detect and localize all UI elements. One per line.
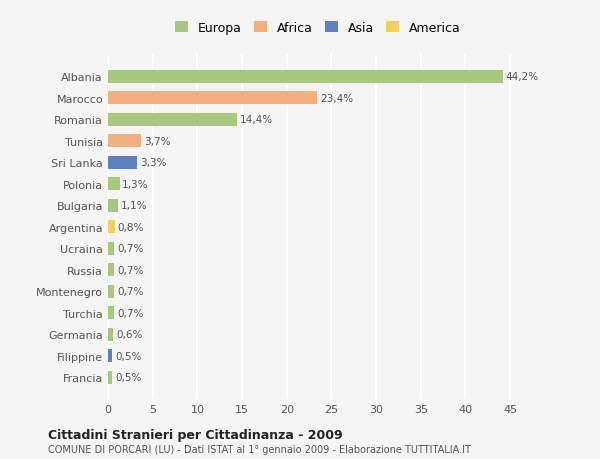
Text: 44,2%: 44,2%: [506, 72, 539, 82]
Text: 0,7%: 0,7%: [117, 286, 143, 297]
Text: COMUNE DI PORCARI (LU) - Dati ISTAT al 1° gennaio 2009 - Elaborazione TUTTITALIA: COMUNE DI PORCARI (LU) - Dati ISTAT al 1…: [48, 444, 471, 454]
Bar: [108, 92, 317, 105]
Text: 0,8%: 0,8%: [118, 222, 144, 232]
Bar: [108, 242, 114, 255]
Text: 1,1%: 1,1%: [121, 201, 147, 211]
Bar: [108, 71, 503, 84]
Text: 23,4%: 23,4%: [320, 94, 353, 104]
Legend: Europa, Africa, Asia, America: Europa, Africa, Asia, America: [170, 17, 466, 39]
Bar: [108, 285, 114, 298]
Text: 3,7%: 3,7%: [144, 136, 170, 146]
Bar: [108, 221, 115, 234]
Bar: [108, 328, 113, 341]
Bar: [108, 178, 119, 191]
Bar: [108, 135, 141, 148]
Bar: [108, 199, 118, 212]
Bar: [108, 349, 112, 362]
Text: 0,5%: 0,5%: [115, 372, 142, 382]
Text: 14,4%: 14,4%: [239, 115, 272, 125]
Bar: [108, 263, 114, 276]
Text: 3,3%: 3,3%: [140, 158, 167, 168]
Text: 0,5%: 0,5%: [115, 351, 142, 361]
Bar: [108, 113, 236, 127]
Text: 1,3%: 1,3%: [122, 179, 149, 189]
Bar: [108, 307, 114, 319]
Bar: [108, 157, 137, 169]
Text: 0,7%: 0,7%: [117, 265, 143, 275]
Text: Cittadini Stranieri per Cittadinanza - 2009: Cittadini Stranieri per Cittadinanza - 2…: [48, 428, 343, 441]
Bar: [108, 371, 112, 384]
Text: 0,6%: 0,6%: [116, 330, 142, 339]
Text: 0,7%: 0,7%: [117, 308, 143, 318]
Text: 0,7%: 0,7%: [117, 244, 143, 254]
